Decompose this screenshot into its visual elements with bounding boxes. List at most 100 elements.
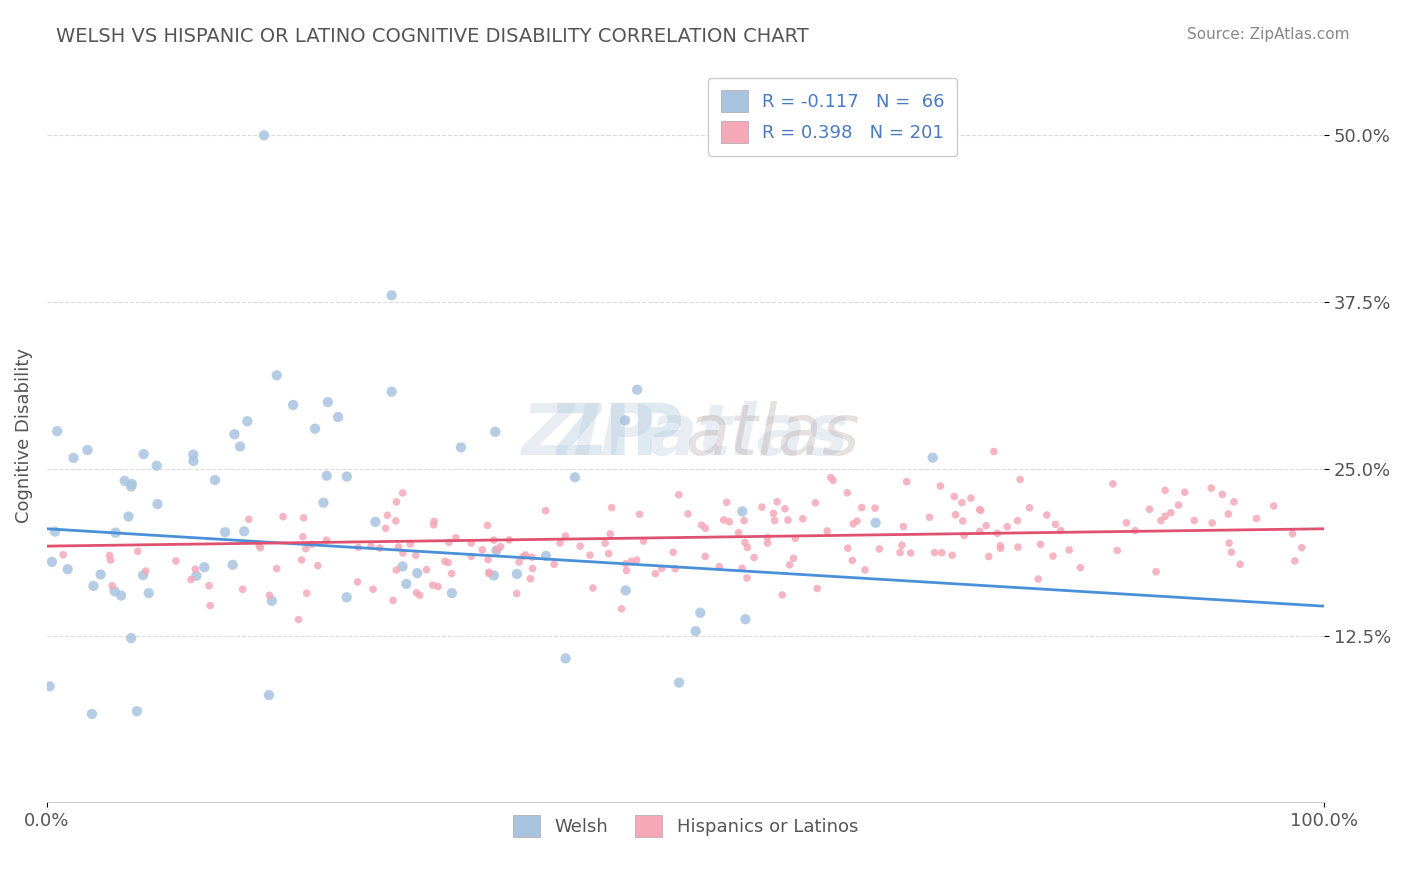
Point [1069, 560, 1091, 574]
Point [890, 538, 912, 552]
Point [1199, 481, 1222, 495]
Point [1026, 572, 1049, 586]
Point [598, 547, 620, 561]
Point [945, 508, 967, 522]
Text: ZIPatlas: ZIPatlas [522, 401, 849, 470]
Point [614, 413, 637, 427]
Text: Source: ZipAtlas.com: Source: ZipAtlas.com [1187, 27, 1350, 42]
Point [851, 500, 873, 515]
Point [953, 528, 976, 542]
Point [763, 514, 786, 528]
Point [80, 706, 103, 721]
Point [610, 602, 633, 616]
Point [117, 509, 139, 524]
Point [82, 579, 104, 593]
Point [734, 535, 756, 549]
Point [1139, 502, 1161, 516]
Point [484, 425, 506, 439]
Point [762, 507, 785, 521]
Point [391, 559, 413, 574]
Point [1263, 499, 1285, 513]
Point [41, 555, 63, 569]
Point [515, 548, 537, 562]
Point [1223, 495, 1246, 509]
Point [508, 555, 530, 569]
Point [685, 624, 707, 639]
Point [406, 566, 429, 581]
Point [478, 566, 501, 581]
Point [1144, 565, 1167, 579]
Point [114, 474, 136, 488]
Point [628, 508, 651, 522]
Point [969, 524, 991, 539]
Point [1284, 554, 1306, 568]
Point [616, 564, 638, 578]
Point [1029, 537, 1052, 551]
Point [599, 527, 621, 541]
Point [782, 551, 804, 566]
Point [716, 495, 738, 509]
Point [415, 563, 437, 577]
Point [292, 511, 315, 525]
Point [336, 469, 359, 483]
Point [600, 500, 623, 515]
Point [520, 550, 543, 565]
Point [100, 553, 122, 567]
Point [792, 512, 814, 526]
Point [841, 553, 863, 567]
Point [460, 536, 482, 550]
Text: ZIP: ZIP [553, 401, 685, 470]
Point [776, 513, 799, 527]
Point [512, 549, 534, 564]
Point [233, 524, 256, 539]
Point [893, 519, 915, 533]
Point [742, 550, 765, 565]
Point [165, 554, 187, 568]
Point [821, 473, 844, 487]
Point [644, 566, 666, 581]
Point [295, 541, 318, 556]
Point [183, 454, 205, 468]
Point [259, 588, 281, 602]
Point [766, 495, 789, 509]
Point [1042, 549, 1064, 563]
Point [450, 441, 472, 455]
Point [281, 398, 304, 412]
Point [229, 440, 252, 454]
Point [1102, 476, 1125, 491]
Point [842, 516, 865, 531]
Point [295, 586, 318, 600]
Point [662, 545, 685, 559]
Point [360, 539, 382, 553]
Point [76, 442, 98, 457]
Point [266, 368, 288, 383]
Point [929, 479, 952, 493]
Point [950, 495, 973, 509]
Point [1174, 485, 1197, 500]
Point [986, 526, 1008, 541]
Point [804, 496, 827, 510]
Point [392, 546, 415, 560]
Point [315, 533, 337, 548]
Point [132, 447, 155, 461]
Point [1115, 516, 1137, 530]
Point [249, 541, 271, 555]
Point [385, 563, 408, 577]
Point [709, 559, 731, 574]
Point [1211, 487, 1233, 501]
Point [579, 548, 602, 562]
Point [132, 568, 155, 582]
Point [779, 558, 801, 572]
Point [931, 546, 953, 560]
Point [381, 384, 404, 399]
Point [614, 557, 637, 571]
Point [534, 549, 557, 563]
Point [482, 568, 505, 582]
Point [391, 486, 413, 500]
Point [1182, 513, 1205, 527]
Point [145, 458, 167, 473]
Point [1246, 511, 1268, 525]
Point [271, 509, 294, 524]
Point [138, 586, 160, 600]
Point [315, 468, 337, 483]
